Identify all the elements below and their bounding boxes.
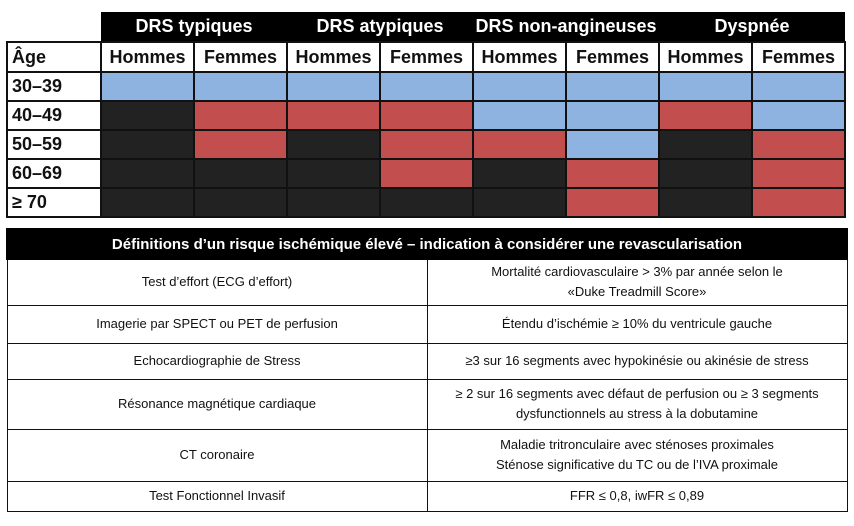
risk-cell-low (100, 71, 195, 102)
criteria-cell: Mortalité cardiovasculaire > 3% par anné… (426, 258, 848, 306)
group-header: DRS typiques (101, 12, 287, 42)
risk-cell-low (565, 129, 660, 160)
criteria-line: Étendu d’ischémie ≥ 10% du ventricule ga… (501, 316, 773, 331)
criteria-line: «Duke Treadmill Score» (567, 284, 707, 300)
age-row: 60–69 (6, 158, 846, 189)
criteria-line: ≥3 sur 16 segments avec hypokinésie ou a… (465, 353, 809, 368)
risk-cell-high (658, 129, 753, 160)
criteria-line: Sténose significative du TC ou de l’IVA … (495, 457, 779, 472)
age-label: 60–69 (6, 158, 102, 189)
definition-row: Echocardiographie de Stress ≥3 sur 16 seg… (6, 342, 848, 380)
age-row: 40–49 (6, 100, 846, 131)
risk-cell-high (379, 187, 474, 218)
test-name: Test Fonctionnel Invasif (6, 480, 428, 512)
risk-cell-high (658, 158, 753, 189)
definition-row: Test Fonctionnel Invasif FFR ≤ 0,8, iwFR … (6, 480, 848, 512)
risk-cell-intermediate (658, 100, 753, 131)
risk-cell-intermediate (286, 100, 381, 131)
sex-header-row: Âge Hommes Femmes Hommes Femmes Hommes F… (6, 41, 846, 73)
risk-cell-high (286, 158, 381, 189)
risk-grid-body: 30–39 40–49 50–59 60–69 ≥ 70 (6, 71, 846, 218)
age-row: 50–59 (6, 129, 846, 160)
risk-cell-low (286, 71, 381, 102)
sex-header: Femmes (565, 41, 660, 73)
risk-cell-low (565, 100, 660, 131)
risk-cell-intermediate (379, 158, 474, 189)
risk-cell-intermediate (472, 129, 567, 160)
risk-cell-intermediate (379, 100, 474, 131)
risk-cell-high (658, 187, 753, 218)
risk-cell-high (100, 158, 195, 189)
criteria-cell: Maladie tritronculaire avec sténoses pro… (426, 428, 848, 482)
risk-cell-low (379, 71, 474, 102)
risk-cell-low (751, 71, 846, 102)
definitions-title: Définitions d’un risque ischémique élevé… (5, 228, 849, 260)
sex-header: Femmes (379, 41, 474, 73)
risk-cell-high (193, 187, 288, 218)
age-row: 30–39 (6, 71, 846, 102)
risk-grid: DRS typiques DRS atypiques DRS non-angin… (6, 12, 846, 218)
risk-cell-low (565, 71, 660, 102)
risk-cell-intermediate (751, 129, 846, 160)
risk-cell-intermediate (193, 129, 288, 160)
test-name: Test d’effort (ECG d’effort) (6, 258, 428, 306)
risk-cell-high (100, 100, 195, 131)
definition-row: Imagerie par SPECT ou PET de perfusion Ét… (6, 304, 848, 344)
definition-row: CT coronaire Maladie tritronculaire avec … (6, 428, 848, 482)
test-name: CT coronaire (6, 428, 428, 482)
criteria-cell: ≥ 2 sur 16 segments avec défaut de perfu… (426, 378, 848, 430)
criteria-line: FFR ≤ 0,8, iwFR ≤ 0,89 (569, 488, 705, 503)
age-column-header: Âge (6, 41, 102, 73)
risk-cell-high (286, 129, 381, 160)
sex-header: Femmes (751, 41, 846, 73)
sex-header: Hommes (658, 41, 753, 73)
risk-cell-high (286, 187, 381, 218)
sex-header: Hommes (286, 41, 381, 73)
definition-row: Test d’effort (ECG d’effort) Mortalité ca… (6, 258, 848, 306)
risk-cell-low (751, 100, 846, 131)
age-label: 30–39 (6, 71, 102, 102)
group-header-row: DRS typiques DRS atypiques DRS non-angin… (7, 12, 845, 42)
age-label: 40–49 (6, 100, 102, 131)
sex-header: Hommes (472, 41, 567, 73)
age-label: ≥ 70 (6, 187, 102, 218)
risk-cell-low (472, 100, 567, 131)
risk-cell-high (193, 158, 288, 189)
risk-cell-intermediate (379, 129, 474, 160)
criteria-line: ≥ 2 sur 16 segments avec défaut de perfu… (455, 386, 819, 401)
definition-row: Résonance magnétique cardiaque ≥ 2 sur 16… (6, 378, 848, 430)
risk-cell-intermediate (193, 100, 288, 131)
test-name: Imagerie par SPECT ou PET de perfusion (6, 304, 428, 344)
group-header: DRS non-angineuses (473, 12, 659, 42)
criteria-line: Maladie tritronculaire avec sténoses pro… (500, 437, 774, 452)
risk-cell-low (193, 71, 288, 102)
criteria-cell: Étendu d’ischémie ≥ 10% du ventricule ga… (426, 304, 848, 344)
criteria-line: Mortalité cardiovasculaire > 3% par anné… (491, 264, 783, 280)
test-name: Résonance magnétique cardiaque (6, 378, 428, 430)
risk-cell-intermediate (565, 187, 660, 218)
sex-header: Femmes (193, 41, 288, 73)
risk-cell-low (472, 71, 567, 102)
risk-cell-low (658, 71, 753, 102)
group-header: DRS atypiques (287, 12, 473, 42)
group-header: Dyspnée (659, 12, 845, 42)
definitions-body: Test d’effort (ECG d’effort) Mortalité ca… (6, 258, 848, 512)
risk-cell-high (100, 187, 195, 218)
test-name: Echocardiographie de Stress (6, 342, 428, 380)
risk-cell-intermediate (565, 158, 660, 189)
risk-cell-high (472, 187, 567, 218)
criteria-cell: ≥3 sur 16 segments avec hypokinésie ou a… (426, 342, 848, 380)
sex-header: Hommes (100, 41, 195, 73)
age-label: 50–59 (6, 129, 102, 160)
criteria-line: dysfunctionnels au stress à la dobutamin… (515, 406, 759, 421)
risk-cell-high (472, 158, 567, 189)
risk-cell-intermediate (751, 158, 846, 189)
risk-cell-intermediate (751, 187, 846, 218)
criteria-cell: FFR ≤ 0,8, iwFR ≤ 0,89 (426, 480, 848, 512)
age-row: ≥ 70 (6, 187, 846, 218)
risk-cell-high (100, 129, 195, 160)
definitions-table: Définitions d’un risque ischémique élevé… (5, 228, 849, 512)
grid-corner-blank (7, 12, 101, 42)
